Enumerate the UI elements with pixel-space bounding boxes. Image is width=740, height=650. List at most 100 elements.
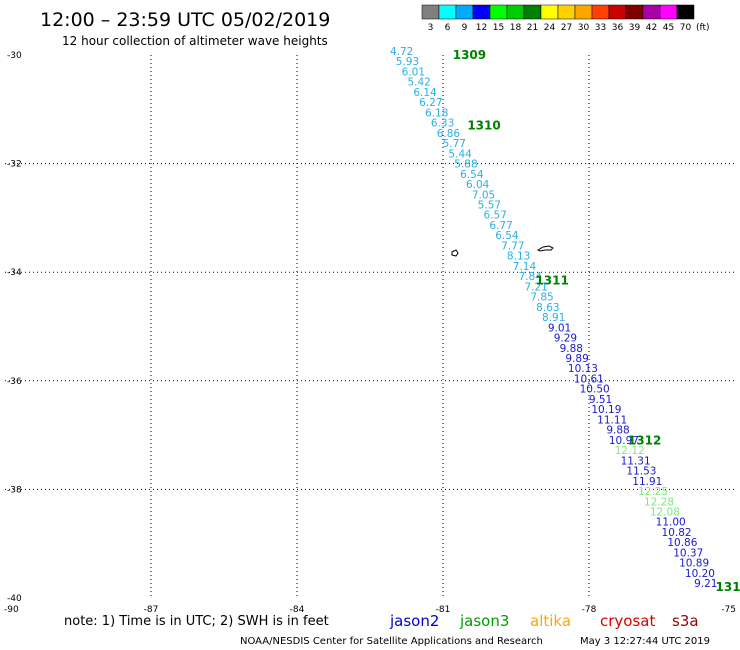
legend-swatch xyxy=(472,4,491,20)
wave-height-value: 10.37 xyxy=(673,547,703,559)
axis-tick-labels: -30 -32 -34 -36 -38 -40-90 -87 -84 -81 -78 -75 xyxy=(4,51,736,615)
pass-time-label: 1311 xyxy=(535,273,568,287)
wave-height-value: 9.29 xyxy=(554,333,577,345)
legend-label: 39 xyxy=(629,23,641,33)
legend-swatch xyxy=(659,4,678,20)
wave-height-value: 9.88 xyxy=(606,425,629,437)
wave-height-value: 11.31 xyxy=(621,455,651,467)
legend-swatch xyxy=(438,4,457,20)
islands xyxy=(451,245,554,257)
map-subtitle: 12 hour collection of altimeter wave hei… xyxy=(62,34,328,48)
lon-tick-label: -81 xyxy=(436,605,451,615)
wave-height-value: 11.53 xyxy=(626,466,656,478)
wave-height-value: 6.54 xyxy=(460,169,484,181)
legend-label: 12 xyxy=(476,23,487,33)
legend-label: 45 xyxy=(663,23,674,33)
wave-height-value: 5.57 xyxy=(478,200,501,212)
wave-height-value: 10.61 xyxy=(574,373,604,385)
wave-height-value: 10.50 xyxy=(580,384,610,396)
wave-height-value: 11.11 xyxy=(597,414,627,426)
satellite-altika: altika xyxy=(530,612,571,630)
wave-height-value: 5.44 xyxy=(448,148,472,160)
wave-height-value: 7.05 xyxy=(472,189,495,201)
wave-height-value: 6.33 xyxy=(431,118,454,130)
wave-height-value: 6.77 xyxy=(489,220,512,232)
wave-height-value: 7.77 xyxy=(501,240,524,252)
legend-label: 15 xyxy=(493,23,504,33)
lon-tick-label: -90 xyxy=(4,605,19,615)
satellite-legend: jason2 jason3 altika cryosat s3a xyxy=(389,612,699,630)
legend-swatch xyxy=(557,4,576,20)
pass-time-label: 1312 xyxy=(628,434,661,448)
satellite-s3a: s3a xyxy=(672,612,699,630)
wave-height-value: 12.08 xyxy=(650,507,680,519)
wave-height-value: 12.12 xyxy=(615,445,645,457)
pass-time-label: 1310 xyxy=(467,119,500,133)
legend-swatch xyxy=(625,4,644,20)
footer-timestamp: May 3 12:27:44 UTC 2019 xyxy=(580,636,710,647)
legend-swatch xyxy=(455,4,474,20)
wave-height-value: 10.86 xyxy=(667,537,697,549)
wave-height-value: 7.21 xyxy=(524,281,547,293)
lat-tick-label: -38 xyxy=(7,485,22,495)
wave-height-value: 6.86 xyxy=(437,128,461,140)
legend-swatch xyxy=(642,4,661,20)
lat-tick-label: -36 xyxy=(7,377,22,387)
wave-height-value: 12.28 xyxy=(644,496,674,508)
legend-label: 18 xyxy=(510,23,522,33)
wave-height-value: 9.89 xyxy=(565,353,588,365)
lon-tick-label: -87 xyxy=(144,605,159,615)
pass-time-labels: 1309 1310 1311 1312 131 xyxy=(453,48,740,594)
lat-lon-grid xyxy=(5,55,735,598)
wave-height-value: 10.13 xyxy=(568,363,598,375)
wave-height-value: 8.63 xyxy=(536,302,559,314)
wave-height-value: 6.01 xyxy=(402,66,425,78)
legend-swatch xyxy=(591,4,610,20)
footer-credit: NOAA/NESDIS Center for Satellite Applica… xyxy=(240,636,543,647)
legend-label: 9 xyxy=(462,23,468,33)
lat-tick-label: -32 xyxy=(7,160,22,170)
legend-label: 3 xyxy=(428,23,434,33)
satellite-cryosat: cryosat xyxy=(600,612,655,630)
lon-tick-label: -84 xyxy=(290,605,305,615)
island-small xyxy=(451,249,459,257)
legend-label: 42 xyxy=(646,23,657,33)
legend-swatch xyxy=(506,4,525,20)
map-title: 12:00 – 23:59 UTC 05/02/2019 xyxy=(40,9,330,31)
wave-height-value: 6.27 xyxy=(419,97,442,109)
satellite-jason3: jason3 xyxy=(459,612,509,630)
wave-height-value: 5.93 xyxy=(396,56,419,68)
legend-label: 70 xyxy=(680,23,692,33)
legend-swatch xyxy=(676,4,695,20)
wave-height-value: 4.72 xyxy=(390,46,413,58)
legend-swatch xyxy=(540,4,559,20)
wave-height-value: 9.88 xyxy=(560,343,583,355)
legend-label: 36 xyxy=(612,23,624,33)
wave-height-value: 8.13 xyxy=(507,251,530,263)
wave-height-value: 12.25 xyxy=(638,486,668,498)
wave-height-value: 9.21 xyxy=(694,578,717,590)
lat-tick-label: -34 xyxy=(7,268,22,278)
legend-label: 33 xyxy=(595,23,606,33)
pass-time-label: 131 xyxy=(716,580,740,594)
lat-tick-label: -30 xyxy=(7,51,22,61)
wave-height-value: 9.51 xyxy=(589,394,612,406)
wave-height-value: 7.14 xyxy=(513,261,537,273)
pass-time-label: 1309 xyxy=(453,48,486,62)
wave-height-value: 6.14 xyxy=(413,87,437,99)
legend-label: 6 xyxy=(445,23,451,33)
wave-height-value: 5.77 xyxy=(443,138,466,150)
legend-swatch xyxy=(489,4,508,20)
wave-height-value: 6.04 xyxy=(466,179,490,191)
wave-height-value: 11.91 xyxy=(632,476,662,488)
wave-height-value: 8.91 xyxy=(542,312,565,324)
wave-height-value: 7.85 xyxy=(530,292,553,304)
legend-label: 24 xyxy=(544,23,556,33)
wave-height-value: 9.01 xyxy=(548,322,571,334)
wave-height-value: 7.84 xyxy=(519,271,543,283)
wave-height-value: 10.82 xyxy=(662,527,692,539)
wave-height-value: 6.57 xyxy=(484,210,507,222)
legend-swatch xyxy=(608,4,627,20)
legend-label: 30 xyxy=(578,23,590,33)
